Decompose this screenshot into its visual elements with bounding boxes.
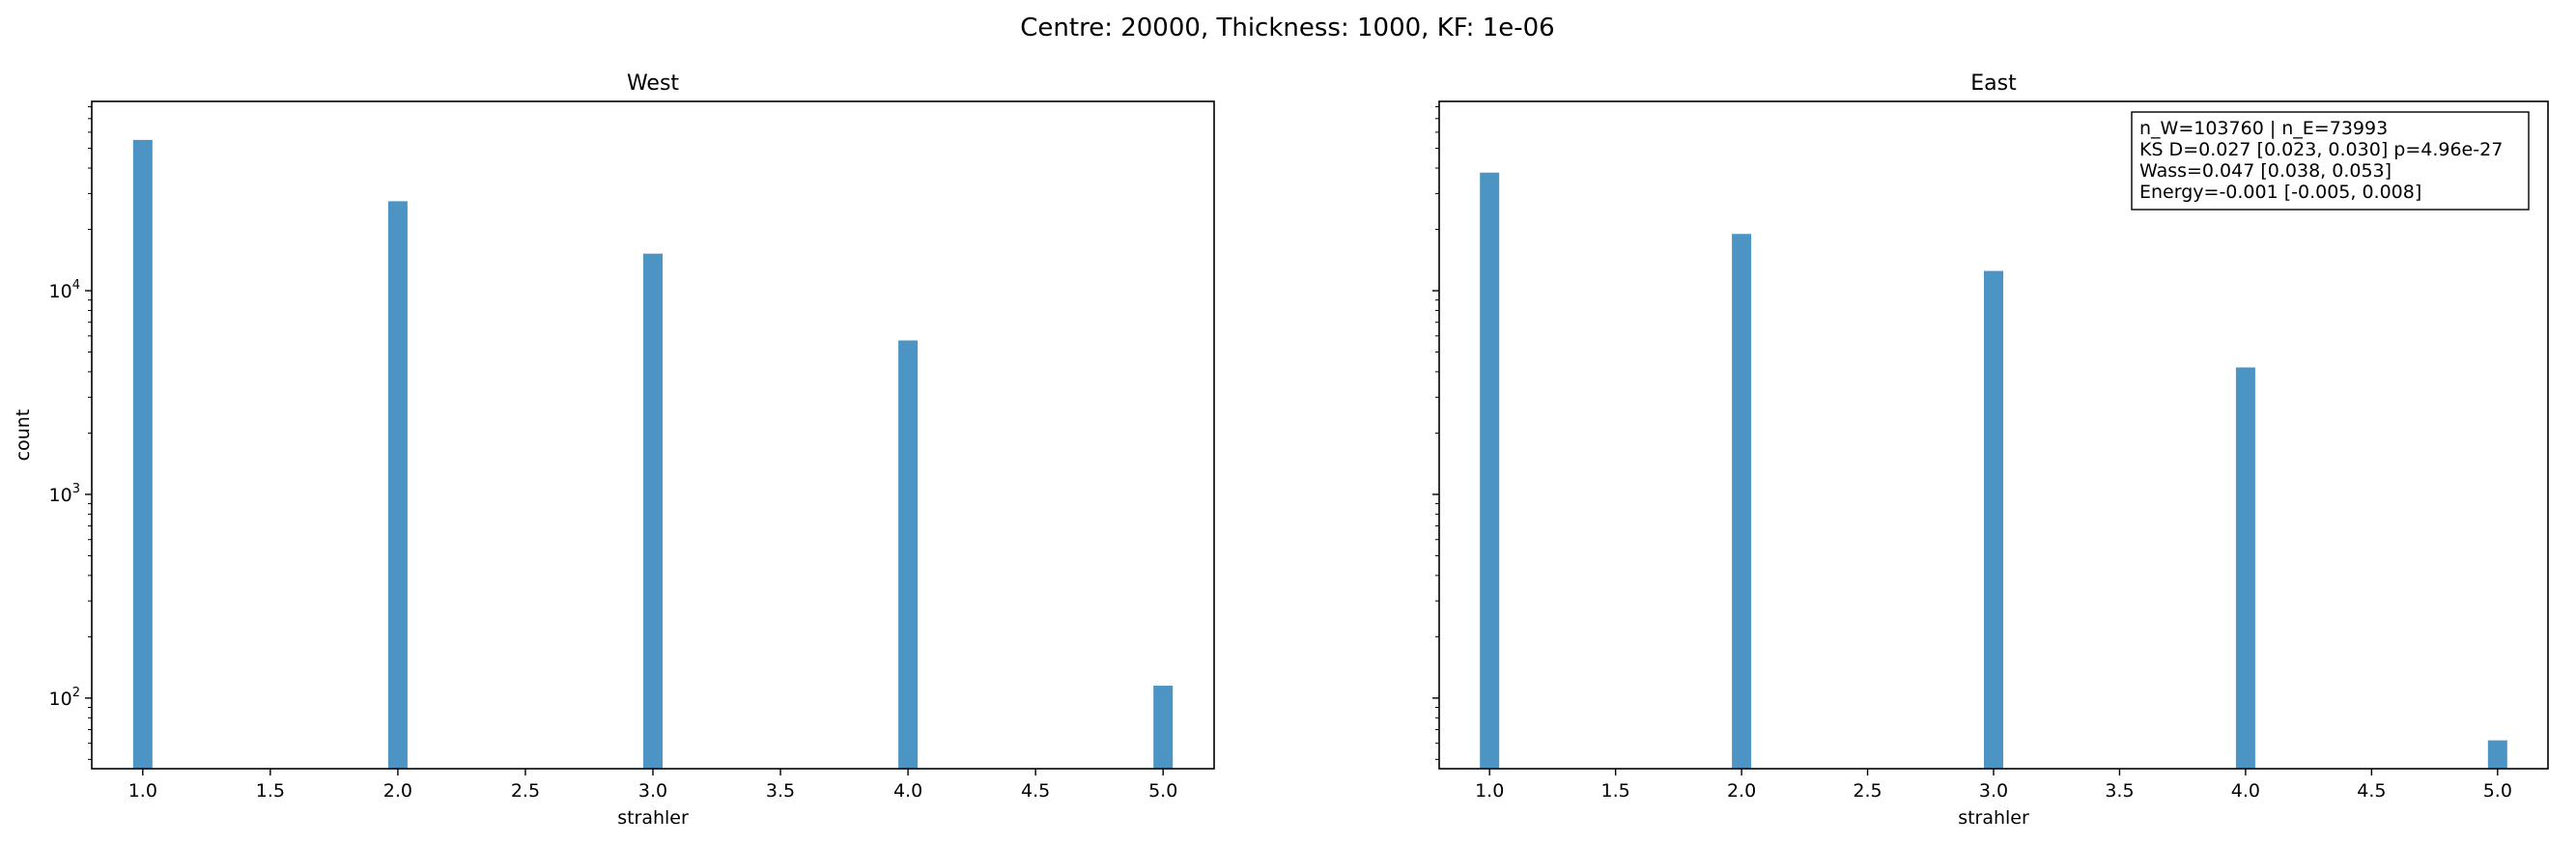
x-tick-label: 4.5 [1021,780,1050,802]
bar-strahler-2 [387,201,408,769]
x-tick-label: 5.0 [2483,780,2512,802]
bar-strahler-2 [1732,234,1752,769]
figure-suptitle: Centre: 20000, Thickness: 1000, KF: 1e-0… [1020,14,1554,42]
bar-strahler-4 [898,340,919,769]
x-axis-label: strahler [1958,807,2029,829]
x-tick-label: 1.5 [1601,780,1630,802]
y-tick-label: 102 [49,686,80,710]
bar-strahler-5 [1153,686,1174,769]
x-tick-label: 1.5 [256,780,285,802]
y-axis-label: count [13,409,34,462]
panel-title: West [627,71,679,96]
panel-west: 1.0 1.5 2.0 2.5 3.0 3.5 4.0 4.5 5.0 102 103 104 West… [13,71,1215,829]
panel-title: East [1970,71,2017,96]
panel-east: 1.0 1.5 2.0 2.5 3.0 3.5 4.0 4.5 5.0 East strahler n… [1432,71,2549,829]
x-tick-label: 2.0 [383,780,412,802]
stats-annotation-line: KS D=0.027 [0.023, 0.030] p=4.96e-27 [2139,139,2503,160]
bar-strahler-1 [132,139,153,769]
x-tick-label: 4.0 [2231,780,2260,802]
stats-annotation-box [2131,111,2530,211]
y-tick-label: 103 [49,482,80,506]
x-tick-label: 2.5 [1853,780,1882,802]
x-tick-label: 3.0 [1979,780,2008,802]
bar-strahler-3 [643,253,663,769]
bar-strahler-3 [1984,270,2003,769]
x-tick-label: 4.0 [893,780,922,802]
bar-strahler-1 [1480,172,1500,769]
bar-strahler-4 [2235,367,2255,769]
stats-annotation-line: Wass=0.047 [0.038, 0.053] [2139,160,2392,182]
x-tick-label: 2.5 [511,780,540,802]
x-tick-label: 1.0 [128,780,157,802]
x-tick-label: 3.5 [766,780,795,802]
x-tick-label: 3.0 [638,780,667,802]
x-tick-label: 5.0 [1148,780,1177,802]
y-tick-label: 104 [49,278,80,302]
x-tick-label: 3.5 [2105,780,2134,802]
stats-annotation-line: n_W=103760 | n_E=73993 [2139,118,2388,139]
x-axis-label: strahler [617,807,689,829]
x-tick-label: 2.0 [1727,780,1756,802]
x-tick-label: 1.0 [1475,780,1504,802]
x-tick-label: 4.5 [2357,780,2386,802]
stats-annotation-line: Energy=-0.001 [-0.005, 0.008] [2139,182,2421,203]
bar-strahler-5 [2487,740,2507,769]
